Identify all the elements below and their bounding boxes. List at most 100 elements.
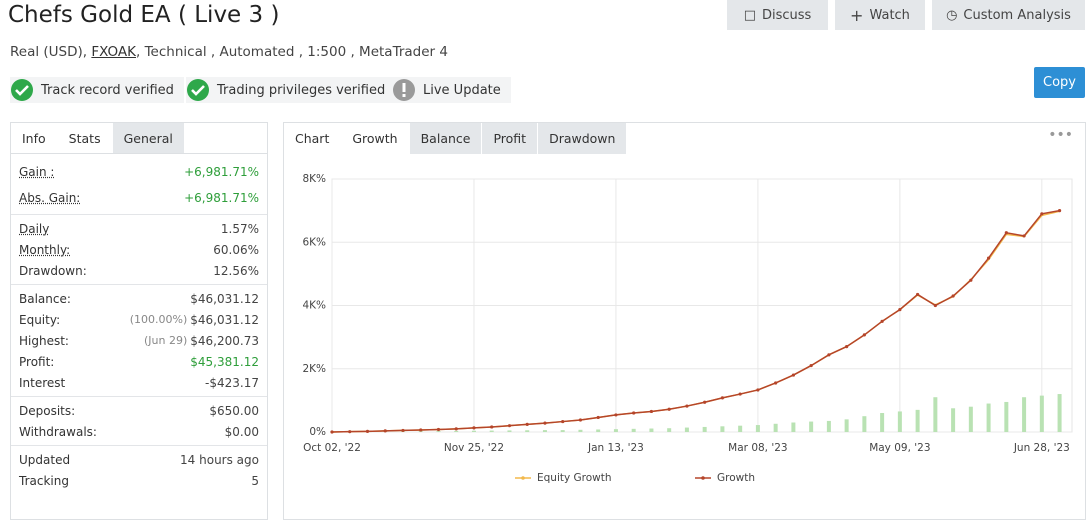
stats-row: Daily 1.57% [11, 218, 267, 239]
button-label: Watch [869, 7, 910, 23]
badge-label: Track record verified [41, 82, 174, 98]
point [490, 425, 494, 429]
y-tick-label: 6K% [302, 236, 326, 248]
bar [560, 430, 565, 432]
bar [809, 421, 814, 432]
bar [826, 420, 831, 432]
point [756, 388, 760, 392]
chart-tab[interactable]: Chart [284, 123, 342, 154]
stats-group: Updated 14 hours ago Tracking 5 [11, 446, 267, 494]
stats-row: Tracking 5 [11, 470, 267, 491]
x-tick-label: Jun 28, '23 [1013, 442, 1070, 454]
bar [1057, 394, 1062, 432]
account-details: , Technical , Automated , 1:500 , MetaTr… [136, 44, 448, 60]
point [1040, 212, 1044, 216]
point [596, 415, 600, 420]
point [436, 427, 441, 432]
point [933, 303, 937, 308]
point [774, 381, 778, 385]
bar [631, 428, 636, 432]
stats-label: Daily [19, 221, 50, 236]
point [578, 418, 583, 422]
stats-value: 5 [251, 473, 259, 488]
point [1004, 231, 1008, 235]
bar [951, 408, 956, 432]
bar [1004, 401, 1009, 432]
point [525, 422, 529, 427]
bar [578, 429, 583, 432]
x-tick-label: May 09, '23 [869, 442, 930, 454]
stats-row: Highest: (Jun 29) $46,200.73 [11, 330, 267, 351]
legend-dot [701, 476, 705, 480]
account-line: Real (USD), FXOAK, Technical , Automated… [10, 44, 448, 60]
point [862, 333, 866, 337]
stats-label: Withdrawals: [19, 424, 97, 439]
stats-label: Deposits: [19, 403, 76, 418]
stats-label: Equity: [19, 312, 61, 327]
stats-row: Deposits: $650.00 [11, 400, 267, 421]
info-tab[interactable]: Stats [57, 123, 113, 153]
y-tick-label: 8K% [302, 173, 326, 185]
stats-value: 14 hours ago [180, 452, 259, 467]
copy-button[interactable]: Copy [1034, 67, 1085, 98]
stats-value: -$423.17 [205, 375, 259, 390]
point [738, 392, 742, 396]
badge-label: Live Update [423, 82, 501, 98]
stats-group: Deposits: $650.00 Withdrawals: $0.00 [11, 397, 267, 446]
chart: 0% 2K% 4K% 6K% 8K% Oct 02, '22 Nov 25, '22 Jan … [302, 173, 1073, 484]
line [331, 209, 1060, 433]
stats-value: 1.57% [220, 221, 259, 236]
stats-value: $46,031.12 [190, 312, 259, 327]
stats-value: $46,200.73 [190, 333, 259, 348]
page-title: Chefs Gold EA ( Live 3 ) [8, 2, 280, 28]
point [685, 404, 689, 408]
stats-row: Profit: $45,381.12 [11, 351, 267, 372]
button-label: Custom Analysis [963, 7, 1071, 23]
point [791, 373, 795, 377]
chart-tab[interactable]: Drawdown [538, 123, 628, 154]
discuss-button[interactable]: □ Discuss [727, 0, 828, 30]
stats-label: Updated [19, 452, 71, 467]
point [614, 413, 618, 417]
info-tab[interactable]: General [112, 123, 185, 153]
stats-row: Abs. Gain: +6,981.71% [11, 185, 267, 211]
stats-label: Balance: [19, 291, 71, 306]
bar [915, 409, 920, 432]
bar [773, 423, 778, 432]
bar [436, 431, 441, 432]
bar [684, 427, 689, 432]
stats-row: Equity: (100.00%) $46,031.12 [11, 309, 267, 330]
bar [507, 430, 512, 432]
bar [986, 403, 991, 432]
bar [525, 430, 530, 432]
custom-analysis-button[interactable]: ◷ Custom Analysis [932, 0, 1085, 30]
broker-link[interactable]: FXOAK [91, 44, 137, 60]
bar [933, 397, 938, 432]
point [969, 278, 973, 282]
badge-label: Trading privileges verified [217, 82, 386, 98]
stats-value: $0.00 [224, 424, 259, 439]
stats-row: Balance: $46,031.12 [11, 288, 267, 309]
chart-tab[interactable]: Growth [341, 123, 410, 154]
info-tab[interactable]: Info [11, 123, 58, 153]
stats-row: Monthly: 60.06% [11, 239, 267, 260]
point [401, 428, 405, 433]
point [454, 427, 458, 431]
chart-tab[interactable]: Balance [409, 123, 483, 154]
bar [489, 430, 494, 432]
stats-label: Tracking [19, 473, 69, 488]
chart-tab[interactable]: Profit [482, 123, 539, 154]
point [330, 430, 334, 434]
point [880, 319, 884, 323]
point [365, 429, 370, 433]
point [472, 426, 476, 430]
stats-note: (Jun 29) [144, 334, 188, 347]
chart-panel: Chart Growth Balance Profit Drawdown ••• [283, 122, 1086, 520]
watch-button[interactable]: + Watch [835, 0, 925, 30]
x-tick-label: Nov 25, '22 [444, 442, 504, 454]
menu-dots[interactable]: ••• [1048, 127, 1073, 143]
bar [471, 430, 476, 432]
stats-label: Highest: [19, 333, 69, 348]
bar [862, 416, 867, 432]
